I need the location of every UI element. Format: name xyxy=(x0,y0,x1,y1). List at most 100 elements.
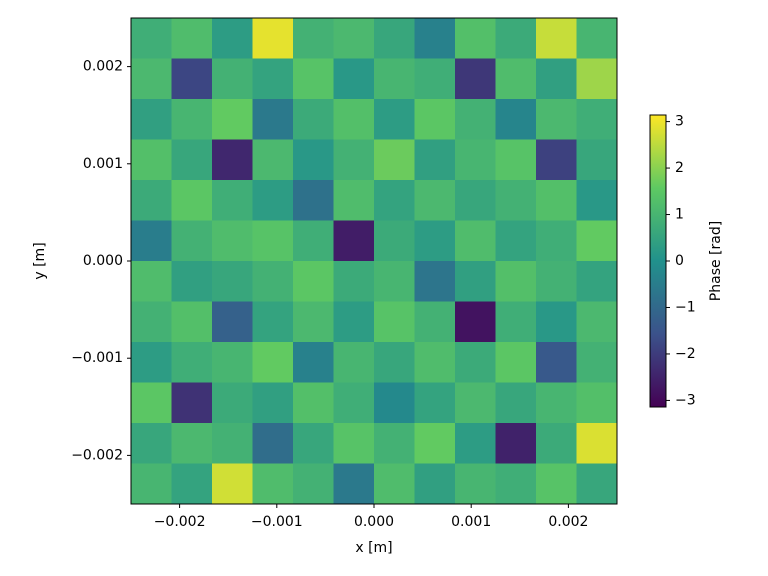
heatmap-cell xyxy=(414,342,456,383)
heatmap-cell xyxy=(495,423,537,464)
heatmap-cell xyxy=(333,99,375,140)
heatmap-cell xyxy=(455,58,496,100)
heatmap-cell xyxy=(252,180,294,221)
heatmap-cell xyxy=(576,301,618,343)
colorbar-tick-label: 2 xyxy=(675,160,684,176)
heatmap-cell xyxy=(212,58,253,100)
x-tick-label: 0.000 xyxy=(354,514,394,530)
heatmap-cell xyxy=(131,180,172,221)
heatmap-cell xyxy=(576,58,618,100)
heatmap-cell xyxy=(252,220,294,262)
heatmap-cell xyxy=(171,180,213,221)
heatmap-cell xyxy=(252,382,294,424)
heatmap-cell xyxy=(252,301,294,343)
heatmap-cell xyxy=(171,18,213,59)
heatmap-cell xyxy=(536,180,577,221)
heatmap-cell xyxy=(333,342,375,383)
heatmap-cell xyxy=(171,99,213,140)
heatmap-cell xyxy=(576,99,618,140)
heatmap-cell xyxy=(212,261,253,302)
colorbar xyxy=(649,114,667,408)
heatmap-cell xyxy=(576,220,618,262)
heatmap-cell xyxy=(374,261,415,302)
heatmap-cell xyxy=(171,342,213,383)
heatmap-cell xyxy=(252,58,294,100)
heatmap-cell xyxy=(131,261,172,302)
heatmap-cell xyxy=(536,382,577,424)
heatmap-cell xyxy=(333,139,375,181)
heatmap-cell xyxy=(374,301,415,343)
heatmap-cell xyxy=(212,463,253,505)
heatmap-cell xyxy=(212,423,253,464)
heatmap-cell xyxy=(455,220,496,262)
heatmap-cell xyxy=(131,99,172,140)
heatmap-cell xyxy=(131,463,172,505)
y-tick-label: −0.001 xyxy=(71,350,123,366)
heatmap-cell xyxy=(293,180,334,221)
heatmap-cell xyxy=(293,139,334,181)
heatmap-cell xyxy=(414,423,456,464)
heatmap-cell xyxy=(293,220,334,262)
heatmap-cell xyxy=(576,342,618,383)
heatmap-cell xyxy=(131,382,172,424)
heatmap-cell xyxy=(171,220,213,262)
heatmap-cell xyxy=(414,58,456,100)
heatmap-cell xyxy=(414,99,456,140)
heatmap-cell xyxy=(414,261,456,302)
heatmap-cell xyxy=(374,423,415,464)
heatmap-cell xyxy=(455,463,496,505)
heatmap-cell xyxy=(374,342,415,383)
colorbar-label: Phase [rad] xyxy=(708,221,724,301)
heatmap-cell xyxy=(495,18,537,59)
heatmap-cell xyxy=(293,99,334,140)
colorbar-tick-label: 0 xyxy=(675,253,684,269)
heatmap-cell xyxy=(495,139,537,181)
heatmap-cell xyxy=(171,382,213,424)
y-tick-label: 0.002 xyxy=(83,59,123,75)
heatmap-cell xyxy=(455,382,496,424)
heatmap-cell xyxy=(333,220,375,262)
heatmap-cell xyxy=(333,423,375,464)
heatmap-cell xyxy=(495,261,537,302)
heatmap-cell xyxy=(252,18,294,59)
heatmap-cell xyxy=(576,423,618,464)
heatmap-cell xyxy=(293,463,334,505)
heatmap-cell xyxy=(455,180,496,221)
heatmap-cell xyxy=(131,301,172,343)
heatmap-cell xyxy=(374,463,415,505)
heatmap-cell xyxy=(536,463,577,505)
heatmap-cell xyxy=(536,342,577,383)
heatmap-cell xyxy=(131,18,172,59)
heatmap-cell xyxy=(212,301,253,343)
heatmap-cell xyxy=(252,463,294,505)
y-tick-label: 0.000 xyxy=(83,253,123,269)
heatmap-cell xyxy=(333,382,375,424)
heatmap-cell xyxy=(333,180,375,221)
colorbar-tick-label: 1 xyxy=(675,207,684,223)
heatmap-cell xyxy=(171,423,213,464)
heatmap-cell xyxy=(293,342,334,383)
heatmap xyxy=(131,18,618,505)
heatmap-cell xyxy=(495,382,537,424)
heatmap-cell xyxy=(576,18,618,59)
heatmap-cell xyxy=(212,99,253,140)
heatmap-cell xyxy=(212,342,253,383)
colorbar-tick-label: 3 xyxy=(675,114,684,130)
heatmap-cell xyxy=(455,301,496,343)
heatmap-cell xyxy=(333,463,375,505)
heatmap-cell xyxy=(576,382,618,424)
heatmap-cell xyxy=(536,220,577,262)
heatmap-cell xyxy=(536,301,577,343)
heatmap-cell xyxy=(252,99,294,140)
heatmap-cell xyxy=(576,463,618,505)
heatmap-cell xyxy=(212,18,253,59)
heatmap-cell xyxy=(495,220,537,262)
heatmap-cell xyxy=(374,382,415,424)
heatmap-cell xyxy=(414,18,456,59)
heatmap-cell xyxy=(495,301,537,343)
x-tick-label: −0.001 xyxy=(251,514,303,530)
heatmap-cell xyxy=(131,58,172,100)
heatmap-cell xyxy=(293,423,334,464)
heatmap-cell xyxy=(333,58,375,100)
